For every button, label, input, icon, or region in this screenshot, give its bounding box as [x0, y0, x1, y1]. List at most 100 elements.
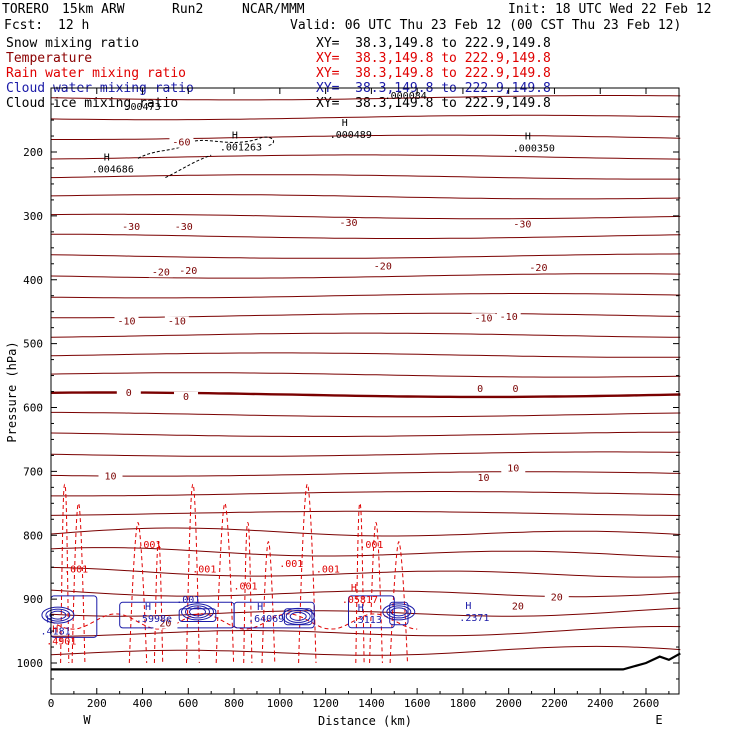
isotherm-label-bg	[471, 313, 496, 324]
max-marker-h: H	[232, 131, 238, 142]
rain-label: .001	[279, 559, 303, 570]
isotherm-line	[50, 174, 681, 180]
x-tick-label: 2000	[495, 697, 522, 710]
plot-frame	[50, 87, 680, 695]
isotherm-line	[50, 352, 681, 358]
x-tick-label: 1400	[358, 697, 385, 710]
y-tick-label: 600	[23, 402, 43, 415]
max-value: .2371	[459, 613, 489, 624]
isotherm-label-bg	[471, 472, 496, 483]
isotherm-line	[50, 391, 681, 399]
isotherm-line	[50, 451, 681, 457]
x-tick-label: 2200	[541, 697, 568, 710]
isotherm-line	[50, 471, 681, 477]
cloud-water-core	[285, 609, 311, 623]
isotherm-label-bg	[164, 316, 189, 327]
max-value: .000350	[513, 143, 555, 154]
isotherm-label: -20	[529, 263, 547, 274]
isotherm-label: 20	[159, 619, 171, 630]
max-value: .05817	[342, 595, 378, 606]
rain-contour	[298, 483, 317, 664]
rain-contour	[261, 541, 276, 664]
rain-label: .001	[192, 564, 216, 575]
isotherm-label-bg	[505, 601, 530, 612]
rain-label: .001	[316, 564, 340, 575]
isotherm-label: 0	[126, 388, 132, 399]
x-tick-label: 1800	[450, 697, 477, 710]
rain-contour	[389, 541, 408, 664]
axes: 0 200 400 600 800 1000 1200 1400 1600 1800 2000 220…	[17, 88, 679, 710]
rain-contour	[369, 521, 383, 664]
isotherm-label: -20	[374, 262, 392, 273]
max-value: .004686	[92, 164, 134, 175]
legend-temperature: Temperature	[6, 51, 93, 66]
max-marker-h: H	[351, 583, 357, 594]
snow-contour	[165, 154, 212, 179]
cloud-water-core	[181, 603, 214, 621]
isotherm-line	[50, 372, 681, 378]
isotherm-label: -60	[172, 138, 190, 149]
isotherm-label: -10	[500, 312, 518, 323]
x-axis-title: Distance (km)	[318, 714, 412, 728]
isotherm-line	[50, 154, 681, 160]
x-tick-label: 1600	[404, 697, 431, 710]
isotherm-label: -30	[339, 218, 357, 229]
cloud-water-contour	[389, 601, 409, 626]
rain-contour	[215, 502, 235, 664]
temperature-isotherms	[50, 95, 681, 656]
isotherm-line	[50, 253, 681, 259]
isotherm-label-bg	[116, 388, 141, 399]
rain-contour	[60, 483, 70, 664]
snow-contours	[137, 136, 274, 179]
x-tick-label: 600	[178, 697, 198, 710]
rain-contour	[243, 521, 253, 664]
max-marker-h: H	[257, 602, 263, 613]
contour-label: .000084	[385, 91, 427, 102]
max-marker-h: H	[104, 152, 110, 163]
isotherm-label: -30	[122, 222, 140, 233]
title-model: TORERO	[2, 2, 49, 17]
title-resolution: 15km ARW	[62, 2, 125, 17]
isotherm-label: -10	[474, 313, 492, 324]
max-marker-h: H	[465, 601, 471, 612]
isotherm-line	[50, 95, 681, 101]
isotherm-line	[51, 491, 681, 497]
isotherm-label-bg	[176, 266, 201, 277]
rain-contour	[186, 483, 200, 664]
isotherm-line	[50, 332, 681, 338]
cloud-water-core	[386, 605, 412, 619]
isotherm-label: 0	[183, 392, 189, 403]
isotherm-label-bg	[336, 218, 361, 229]
max-marker-h: H	[525, 131, 531, 142]
x-tick-label: 2400	[587, 697, 614, 710]
isotherm-line	[51, 312, 681, 319]
contour-labels: -60 -30 -30 -30 -30 -20 -20 -20 -20 -10 -10 -10 -10 0…	[41, 91, 569, 647]
isotherm-label-bg	[503, 384, 528, 395]
isotherm-label-bg	[148, 267, 173, 278]
rain-contour	[128, 521, 148, 664]
isotherm-line	[50, 547, 681, 558]
isotherm-label: 10	[477, 473, 489, 484]
isotherm-line	[50, 510, 681, 516]
isotherm-line	[50, 645, 681, 656]
isotherm-label: -30	[175, 222, 193, 233]
max-value: .000489	[330, 130, 372, 141]
x-tick-label: 1200	[312, 697, 339, 710]
rain-label: .001	[137, 540, 161, 551]
isotherm-line	[50, 527, 681, 537]
isotherm-line	[50, 566, 681, 578]
isotherm-label-bg	[169, 137, 194, 148]
max-marker-h: H	[47, 614, 53, 625]
y-tick-label: 700	[23, 465, 43, 478]
legend-rain-xy: XY= 38.3,149.8 to 222.9,149.8	[316, 66, 551, 81]
isotherm-line	[50, 114, 681, 121]
cloud-water-core	[382, 603, 416, 621]
isotherm-label-bg	[468, 384, 493, 395]
contour-label: .001	[176, 595, 200, 606]
isotherm-label-bg	[174, 391, 199, 402]
isotherm-label: -20	[179, 266, 197, 277]
isotherm-line	[50, 293, 681, 299]
y-tick-label: 800	[23, 529, 43, 542]
legend-snow: Snow mixing ratio	[6, 36, 140, 51]
isotherm-label-bg	[119, 221, 144, 232]
